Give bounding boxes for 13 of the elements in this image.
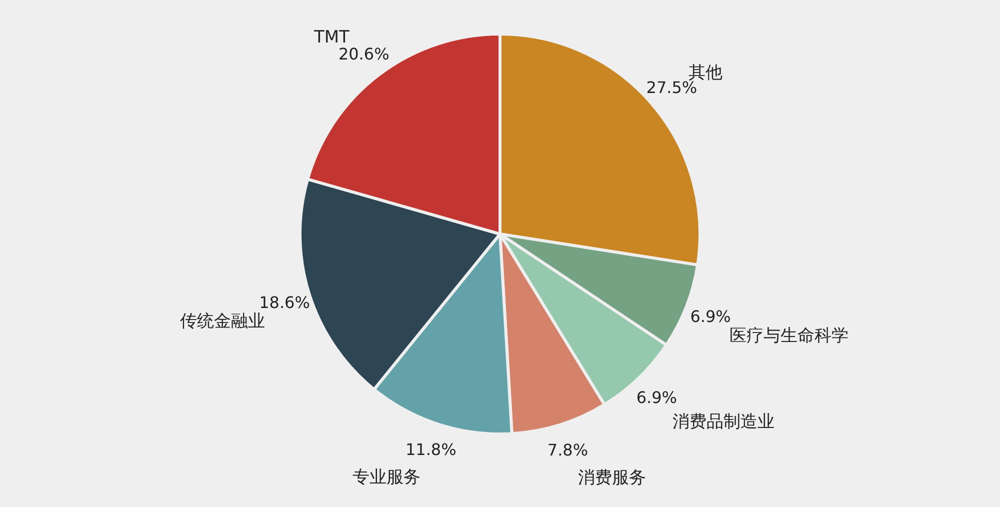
slice-label: 消费服务	[578, 468, 646, 488]
slice-label: 专业服务	[352, 468, 421, 488]
slice-label: 消费品制造业	[672, 412, 774, 432]
data-label: 6.9%	[690, 307, 731, 326]
data-label: 20.6%	[338, 44, 390, 64]
data-label: 18.6%	[259, 293, 310, 312]
slice-label: 医疗与生命科学	[730, 326, 849, 346]
data-label: 6.9%	[636, 388, 677, 407]
slice: TMT 20.6%	[306, 27, 502, 236]
slice-label: 传统金融业	[180, 311, 266, 332]
data-label: 7.8%	[547, 440, 588, 460]
slice-label: TMT	[312, 27, 350, 48]
data-label: 11.8%	[405, 440, 456, 460]
